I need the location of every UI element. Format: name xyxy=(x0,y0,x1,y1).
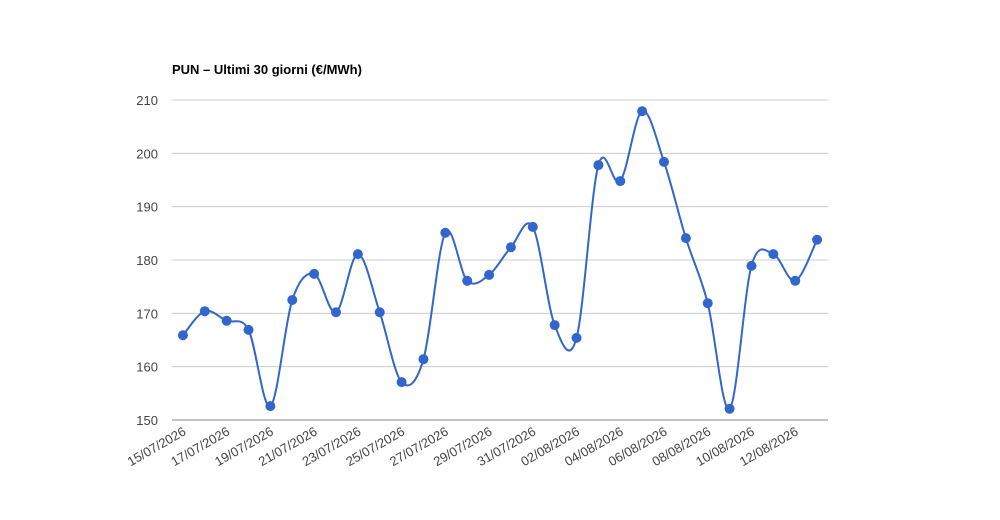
point xyxy=(418,354,429,365)
y-tick-label: 180 xyxy=(136,253,158,268)
point xyxy=(527,221,538,232)
point xyxy=(593,160,604,171)
point xyxy=(702,298,713,309)
point xyxy=(484,269,495,280)
chart-title: PUN – Ultimi 30 giorni (€/MWh) xyxy=(172,62,362,77)
point xyxy=(243,324,254,335)
point xyxy=(287,295,298,305)
point xyxy=(374,307,385,318)
point xyxy=(177,330,188,341)
point xyxy=(724,403,735,414)
y-tick-label: 160 xyxy=(136,360,158,375)
y-tick-label: 200 xyxy=(136,146,158,161)
point xyxy=(505,242,516,253)
point xyxy=(549,320,560,331)
y-tick-label: 190 xyxy=(136,200,158,215)
point xyxy=(440,227,451,238)
point xyxy=(199,306,210,317)
point xyxy=(659,156,669,167)
point xyxy=(637,106,648,117)
y-tick-label: 210 xyxy=(136,93,158,108)
point xyxy=(790,275,801,286)
point xyxy=(462,275,473,286)
point xyxy=(615,176,626,187)
point xyxy=(352,249,363,260)
point xyxy=(265,401,276,412)
y-tick-label: 170 xyxy=(136,306,158,321)
point xyxy=(812,234,823,245)
point xyxy=(746,260,757,271)
point xyxy=(331,307,341,318)
point xyxy=(221,315,232,326)
y-tick-label: 150 xyxy=(136,413,158,428)
point xyxy=(396,377,407,388)
point xyxy=(768,249,779,260)
point xyxy=(571,332,582,343)
point xyxy=(309,268,320,279)
point xyxy=(680,233,691,244)
